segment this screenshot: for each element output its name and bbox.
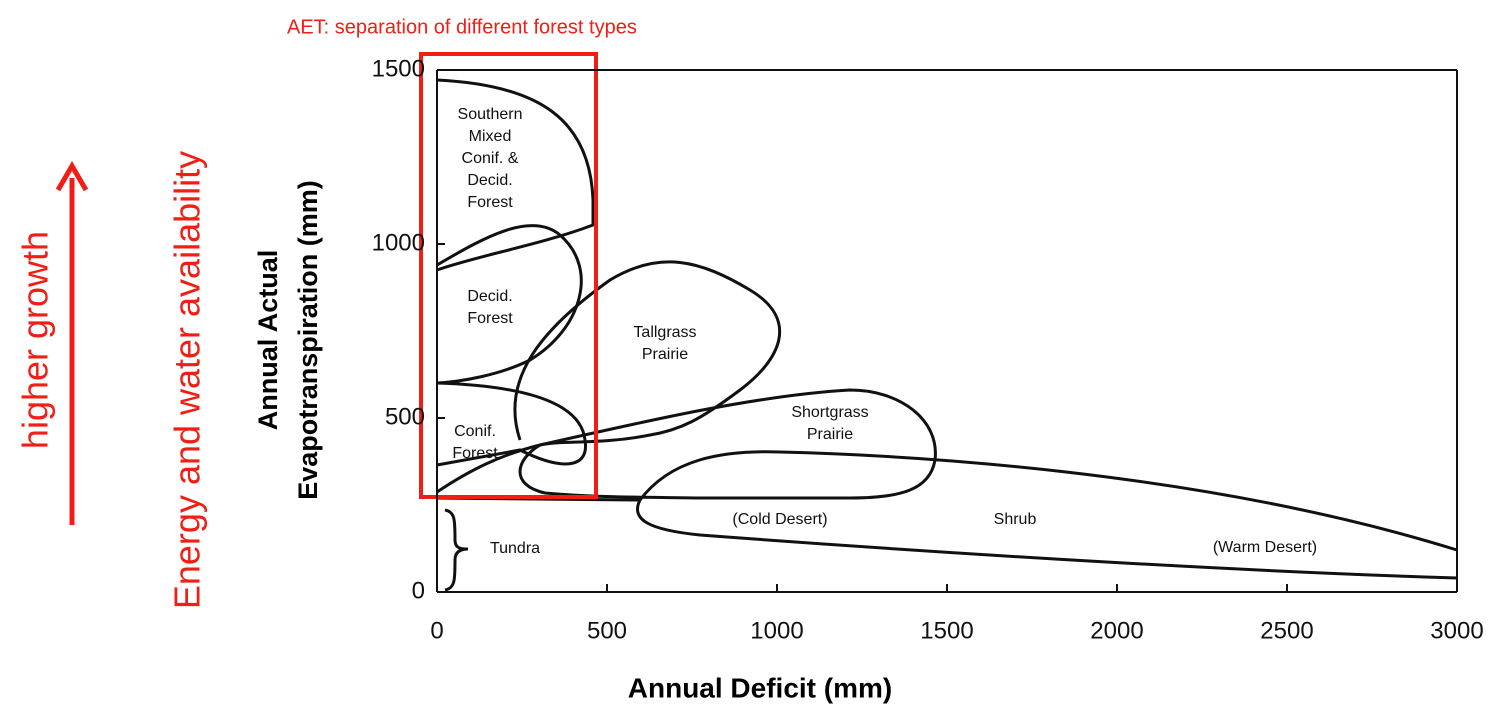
region-label: Conif. & (462, 150, 519, 167)
highlight-box (419, 52, 598, 499)
region-label: Forest (467, 194, 513, 211)
region-label: Forest (467, 310, 513, 327)
region-label: Forest (452, 445, 498, 462)
x-tick-label: 0 (430, 617, 443, 644)
y-axis-label: Annual Actual (253, 250, 283, 431)
region-label: Tundra (490, 540, 540, 557)
region-label: Conif. (454, 423, 496, 440)
subtitle: AET: separation of different forest type… (287, 16, 637, 38)
annotation: higher growth (15, 231, 56, 449)
arrow (55, 161, 89, 525)
region-label: Tallgrass (633, 324, 696, 341)
y-tick-label: 500 (385, 403, 425, 430)
region-label: Southern (458, 106, 523, 123)
region-label: Mixed (469, 128, 512, 145)
region-label: Shortgrass (791, 404, 868, 421)
region-label: (Cold Desert) (732, 511, 827, 528)
region-label: Decid. (467, 288, 512, 305)
region-label: Prairie (642, 346, 688, 363)
y-axis-label: Evapotranspiration (mm) (293, 180, 323, 500)
region-label: (Warm Desert) (1213, 539, 1317, 556)
annotation: Energy and water availability (167, 151, 208, 609)
x-tick-label: 2000 (1090, 617, 1143, 644)
x-tick-label: 500 (587, 617, 627, 644)
y-tick-label: 1500 (372, 55, 425, 82)
x-tick-label: 1500 (920, 617, 973, 644)
x-tick-label: 2500 (1260, 617, 1313, 644)
x-tick-label: 3000 (1430, 617, 1483, 644)
region-label: Decid. (467, 172, 512, 189)
y-tick-label: 0 (412, 577, 425, 604)
y-tick-label: 1000 (372, 229, 425, 256)
x-axis-label: Annual Deficit (mm) (628, 672, 892, 703)
region-label: Prairie (807, 426, 853, 443)
region-label: Shrub (994, 511, 1037, 528)
x-tick-label: 1000 (750, 617, 803, 644)
regions (436, 78, 1458, 592)
